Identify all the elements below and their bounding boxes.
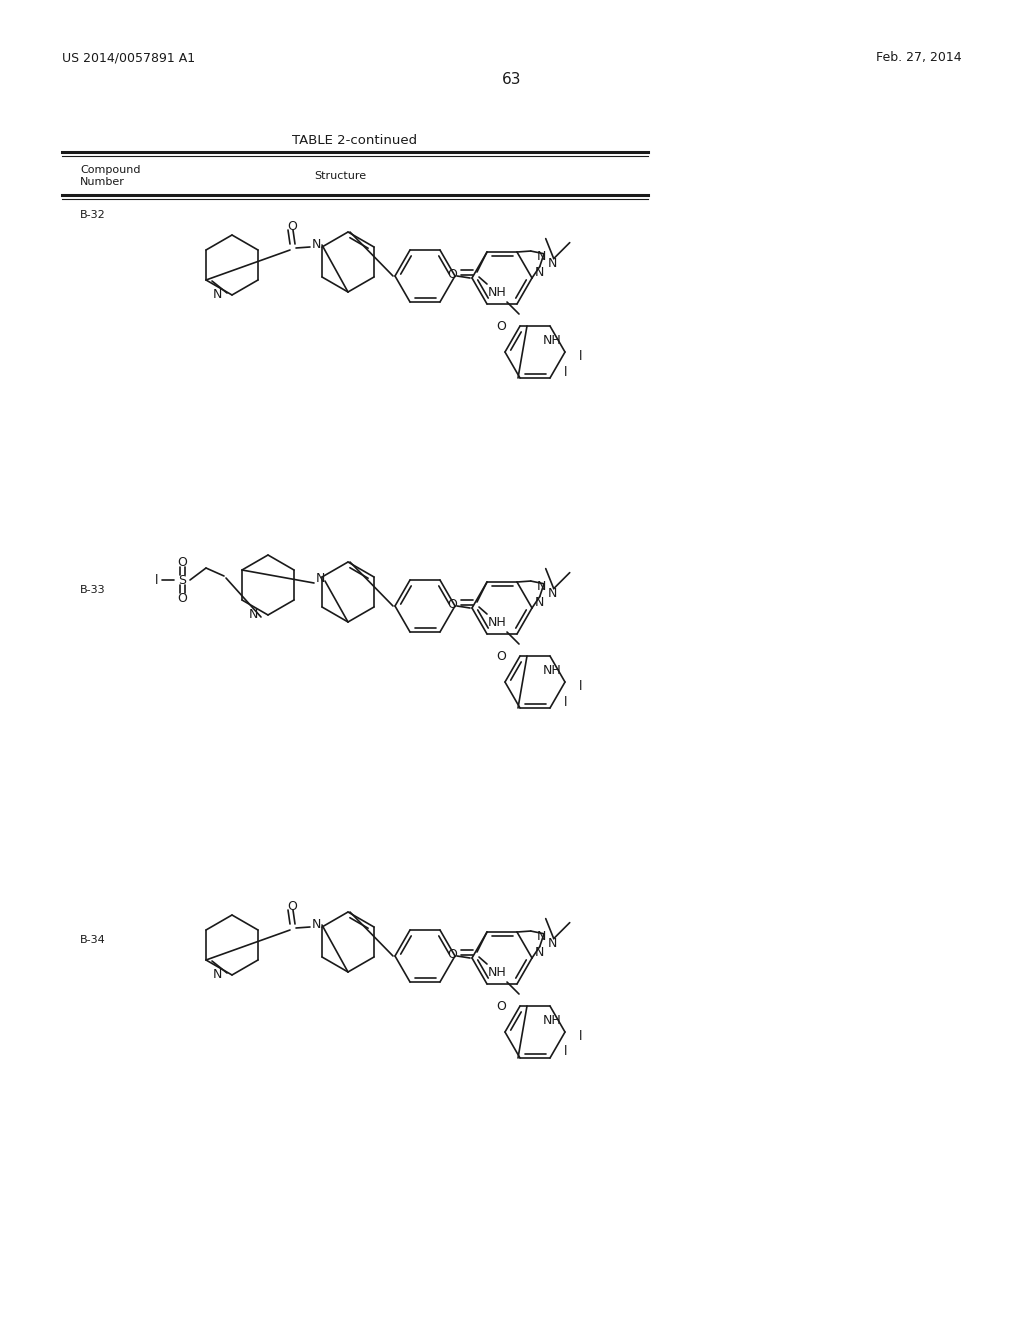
Text: Structure: Structure — [314, 172, 366, 181]
Text: N: N — [213, 289, 222, 301]
Text: l: l — [564, 366, 567, 379]
Text: US 2014/0057891 A1: US 2014/0057891 A1 — [62, 51, 196, 65]
Text: O: O — [447, 948, 457, 961]
Text: NH: NH — [487, 285, 507, 298]
Text: O: O — [447, 268, 457, 281]
Text: B-32: B-32 — [80, 210, 105, 220]
Text: N: N — [311, 919, 321, 932]
Text: N: N — [249, 609, 258, 622]
Text: B-34: B-34 — [80, 935, 105, 945]
Text: l: l — [155, 573, 158, 586]
Text: O: O — [496, 649, 506, 663]
Text: NH: NH — [487, 615, 507, 628]
Text: 63: 63 — [502, 73, 522, 87]
Text: N: N — [311, 239, 321, 252]
Text: Feb. 27, 2014: Feb. 27, 2014 — [877, 51, 962, 65]
Text: O: O — [287, 899, 297, 912]
Text: NH: NH — [543, 1014, 561, 1027]
Text: NH: NH — [487, 965, 507, 978]
Text: N: N — [548, 257, 557, 271]
Text: l: l — [564, 1045, 567, 1059]
Text: N: N — [537, 249, 546, 263]
Text: Number: Number — [80, 177, 125, 187]
Text: N: N — [315, 572, 325, 585]
Text: l: l — [580, 680, 583, 693]
Text: O: O — [177, 591, 187, 605]
Text: l: l — [580, 350, 583, 363]
Text: O: O — [287, 219, 297, 232]
Text: TABLE 2-continued: TABLE 2-continued — [293, 133, 418, 147]
Text: N: N — [548, 937, 557, 950]
Text: O: O — [496, 319, 506, 333]
Text: l: l — [580, 1030, 583, 1043]
Text: B-33: B-33 — [80, 585, 105, 595]
Text: N: N — [548, 587, 557, 601]
Text: O: O — [177, 556, 187, 569]
Text: N: N — [537, 929, 546, 942]
Text: N: N — [535, 267, 545, 280]
Text: Compound: Compound — [80, 165, 140, 176]
Text: N: N — [535, 597, 545, 610]
Text: NH: NH — [543, 664, 561, 677]
Text: N: N — [537, 579, 546, 593]
Text: N: N — [213, 969, 222, 982]
Text: S: S — [178, 573, 186, 586]
Text: O: O — [447, 598, 457, 611]
Text: O: O — [496, 999, 506, 1012]
Text: NH: NH — [543, 334, 561, 347]
Text: N: N — [535, 946, 545, 960]
Text: l: l — [564, 696, 567, 709]
